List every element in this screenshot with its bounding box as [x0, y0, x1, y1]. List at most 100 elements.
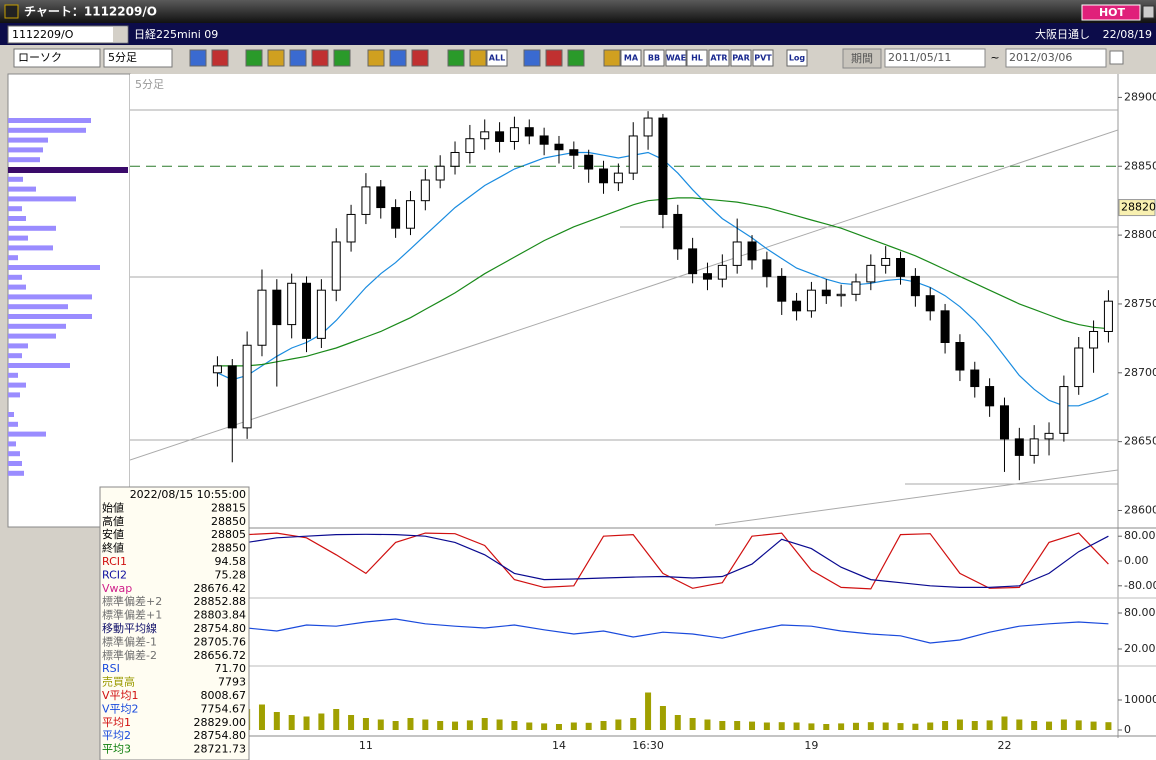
y-tick-label: 80.00: [1124, 606, 1156, 619]
current-price: 28820: [1121, 201, 1156, 214]
tool-button[interactable]: [486, 49, 508, 67]
volume-bar: [897, 723, 904, 730]
close-button[interactable]: [1142, 5, 1155, 19]
candle-body: [836, 293, 846, 297]
symbol[interactable]: 1112209/O: [12, 28, 74, 41]
tool-button-label[interactable]: ALL: [489, 54, 505, 63]
tool-button[interactable]: [620, 49, 642, 67]
profile-bar: [8, 294, 92, 300]
tool-icon[interactable]: [411, 49, 429, 67]
tool-button[interactable]: [752, 49, 774, 67]
info-background: [99, 486, 250, 760]
hot-button[interactable]: [1081, 4, 1141, 21]
tool-icon[interactable]: [567, 49, 585, 67]
hot-label[interactable]: HOT: [1099, 6, 1126, 19]
tool-icon[interactable]: [389, 49, 407, 67]
chart-type[interactable]: ローソク: [18, 51, 62, 64]
interval-select[interactable]: [103, 48, 173, 68]
volume-bar: [273, 712, 280, 730]
tool-icon[interactable]: [603, 49, 621, 67]
period-button[interactable]: [842, 48, 882, 69]
profile-bar: [8, 118, 91, 123]
interval[interactable]: 5分足: [108, 51, 137, 64]
info-value: 28754.80: [194, 622, 247, 635]
profile-bar: [8, 284, 26, 290]
tool-icon[interactable]: [267, 49, 285, 67]
volume-bar: [1105, 722, 1112, 730]
to-input[interactable]: [1005, 48, 1107, 68]
volume-bar: [377, 719, 384, 730]
candle-body: [717, 264, 727, 280]
tool-icon[interactable]: [311, 49, 329, 67]
tool-button[interactable]: [643, 49, 665, 67]
tool-button[interactable]: [665, 49, 687, 67]
tool-button-label[interactable]: PVT: [754, 54, 772, 63]
to-date[interactable]: 2012/03/06: [1009, 51, 1072, 64]
tool-button[interactable]: [708, 49, 730, 67]
tool-icon[interactable]: [189, 49, 207, 67]
tool-button-label[interactable]: HL: [691, 54, 703, 63]
volume-bar: [541, 723, 548, 730]
info-value: 28705.76: [194, 635, 247, 648]
tool-button-label[interactable]: PAR: [732, 54, 749, 63]
profile-bar: [8, 323, 66, 329]
from-input[interactable]: [884, 48, 986, 68]
candle-body: [509, 127, 519, 142]
profile-bar: [8, 206, 22, 212]
tool-button-label[interactable]: Log: [789, 54, 806, 63]
profile-bar: [8, 333, 56, 339]
instrument-name: 日経225mini 09: [134, 28, 218, 41]
tool-icon[interactable]: [523, 49, 541, 67]
volume-bar: [986, 720, 993, 730]
tool-button-label[interactable]: ATR: [710, 54, 727, 63]
period-label[interactable]: 期間: [851, 52, 873, 65]
profile-bar: [8, 363, 70, 368]
tool-button-label[interactable]: WAE: [666, 54, 686, 63]
tool-button[interactable]: [686, 49, 708, 67]
candle-body: [599, 168, 609, 184]
tool-icon[interactable]: [447, 49, 465, 67]
window-title: チャート：1112209/O: [24, 5, 157, 19]
tool-button-label[interactable]: BB: [648, 54, 660, 63]
candle-body: [613, 172, 623, 184]
series-line: [217, 533, 1109, 588]
profile-bar: [8, 382, 26, 388]
volume-bar: [452, 721, 459, 730]
tool-icon[interactable]: [469, 49, 487, 67]
volume-bar: [867, 722, 874, 730]
tool-button-label[interactable]: MA: [624, 54, 639, 63]
volume-bar: [674, 715, 681, 730]
checkbox[interactable]: [1109, 50, 1124, 65]
candle-body: [702, 273, 712, 280]
tool-icon[interactable]: [367, 49, 385, 67]
candle-body: [688, 248, 698, 275]
chart-area: [130, 74, 1156, 760]
profile-bar: [8, 441, 16, 447]
profile-bar: [8, 235, 28, 241]
tool-icon[interactable]: [545, 49, 563, 67]
chart-type-select[interactable]: [13, 48, 101, 68]
tool-icon[interactable]: [245, 49, 263, 67]
volume-bar: [466, 720, 473, 730]
volume-bar: [481, 718, 488, 730]
candle-body: [287, 282, 297, 326]
from-date[interactable]: 2011/05/11: [888, 51, 951, 64]
volume-bar: [258, 704, 265, 730]
dropdown-arrow[interactable]: [113, 27, 127, 42]
tool-icon[interactable]: [333, 49, 351, 67]
info-label: 平均1: [102, 716, 131, 729]
tool-icon[interactable]: [211, 49, 229, 67]
info-value: 28852.88: [194, 595, 247, 608]
candle-body: [777, 275, 787, 302]
tool-button[interactable]: [786, 49, 808, 67]
info-value: 28656.72: [194, 649, 247, 662]
symbol-select[interactable]: [7, 25, 129, 44]
tool-button[interactable]: [730, 49, 752, 67]
candle-body: [569, 149, 579, 156]
x-tick-label: 22: [997, 739, 1011, 752]
profile-bar: [8, 245, 53, 251]
info-datetime: 2022/08/15 10:55:00: [130, 488, 246, 501]
tool-icon[interactable]: [289, 49, 307, 67]
x-tick-label: 14: [552, 739, 566, 752]
